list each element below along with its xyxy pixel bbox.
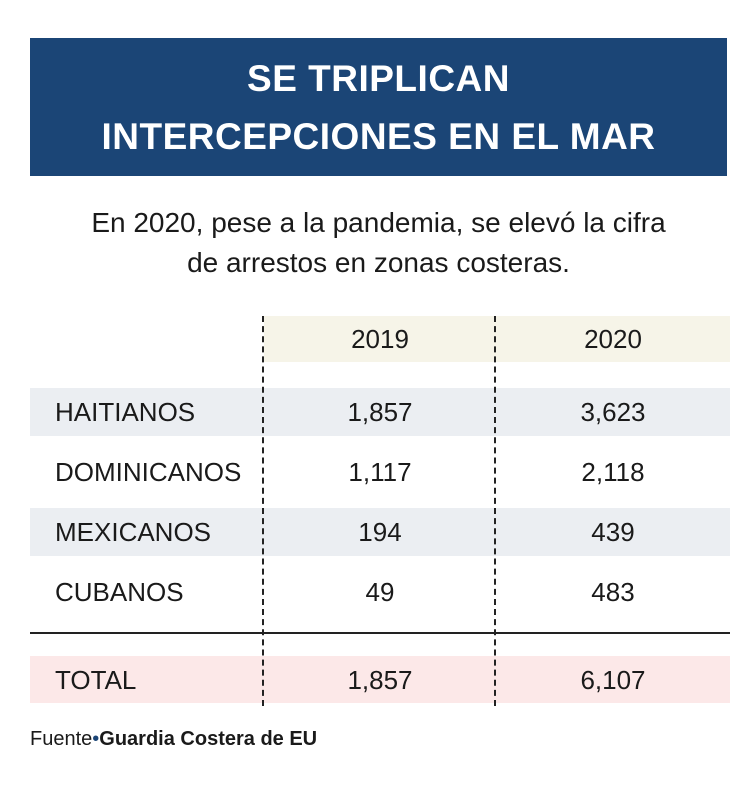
table-row: CUBANOS 49 483 — [30, 568, 730, 616]
subtitle-line-2: de arrestos en zonas costeras. — [187, 247, 570, 278]
source-name: Guardia Costera de EU — [99, 728, 318, 750]
row-label: CUBANOS — [55, 577, 184, 607]
table-row: DOMINICANOS 1,117 2,118 — [30, 448, 730, 496]
column-header-2020: 2020 — [584, 324, 642, 354]
subtitle-line-1: En 2020, pese a la pandemia, se elevó la… — [91, 207, 666, 238]
source-note: Fuente•Guardia Costera de EU — [30, 728, 317, 751]
value-2019: 49 — [365, 577, 395, 607]
value-2019: 1,117 — [348, 457, 412, 487]
title-line-1: SE TRIPLICAN — [247, 58, 510, 99]
table-row: HAITIANOS 1,857 3,623 — [30, 388, 730, 436]
column-divider — [494, 316, 496, 706]
total-row: TOTAL 1,857 6,107 — [30, 656, 730, 703]
subtitle: En 2020, pese a la pandemia, se elevó la… — [30, 203, 727, 283]
column-header-2019: 2019 — [351, 324, 409, 354]
total-divider — [30, 632, 730, 634]
source-prefix: Fuente — [30, 728, 93, 750]
total-label: TOTAL — [55, 665, 137, 695]
value-2020: 439 — [591, 517, 635, 547]
value-2020: 483 — [591, 577, 635, 607]
total-2019: 1,857 — [347, 665, 413, 695]
title-banner: SE TRIPLICAN INTERCEPCIONES EN EL MAR — [30, 38, 727, 176]
value-2019: 194 — [358, 517, 402, 547]
row-label: HAITIANOS — [55, 397, 196, 427]
table-row: MEXICANOS 194 439 — [30, 508, 730, 556]
title-line-2: INTERCEPCIONES EN EL MAR — [101, 116, 656, 157]
value-2020: 2,118 — [581, 457, 645, 487]
value-2020: 3,623 — [580, 397, 646, 427]
bullet-icon: • — [92, 728, 100, 750]
row-label: MEXICANOS — [55, 517, 212, 547]
value-2019: 1,857 — [347, 397, 413, 427]
header-row: 2019 2020 — [264, 316, 730, 362]
column-divider — [262, 316, 264, 706]
row-label: DOMINICANOS — [55, 457, 242, 487]
total-2020: 6,107 — [580, 665, 646, 695]
